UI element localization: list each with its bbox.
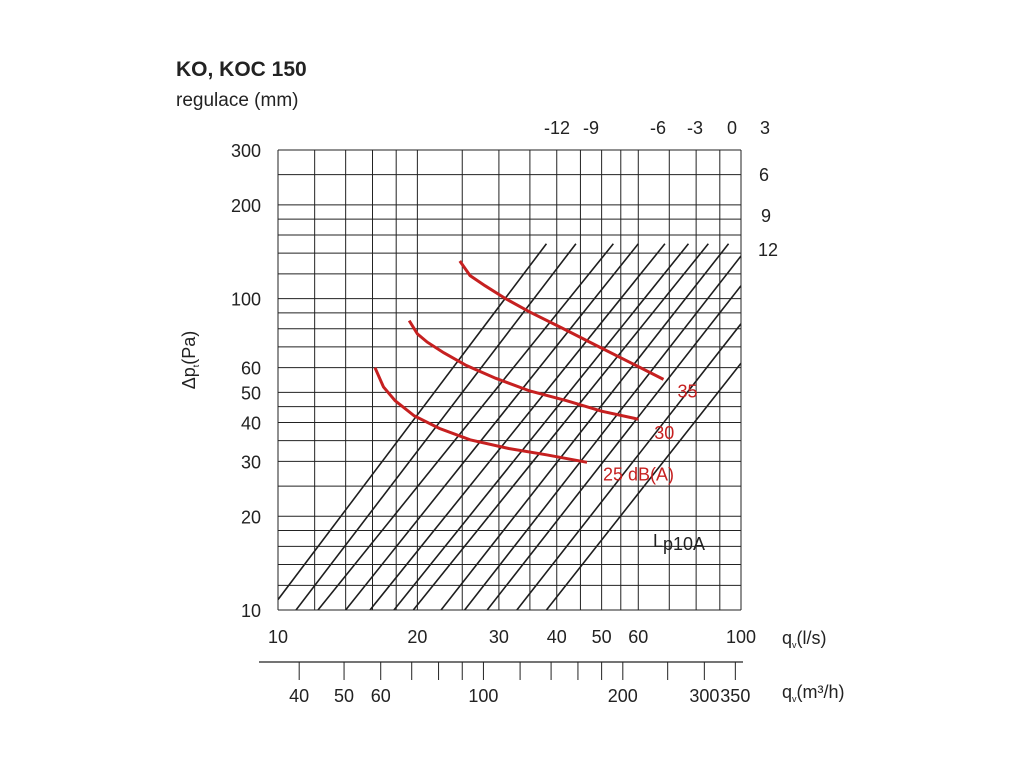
y-tick-label-20: 20 (241, 507, 261, 527)
x2-axis-label: qv(m³/h) (782, 682, 845, 704)
regulation-label-2: -6 (650, 118, 666, 138)
noise-curves (373, 260, 665, 464)
chart-title: KO, KOC 150 (176, 58, 307, 81)
regulation-line-5 (393, 243, 690, 610)
chart-subtitle: regulace (mm) (176, 90, 299, 111)
regulation-line-9 (486, 285, 741, 610)
x2-tick-label-60: 60 (371, 686, 391, 706)
grid (259, 149, 743, 680)
x-tick-label-20: 20 (407, 627, 427, 647)
x-tick-label-10: 10 (268, 627, 288, 647)
regulation-label-8: 12 (758, 240, 778, 260)
x2-tick-label-350: 350 (720, 686, 750, 706)
noise-curve-2 (458, 260, 665, 381)
regulation-label-7: 9 (761, 206, 771, 226)
regulation-line-8 (464, 255, 741, 610)
y-tick-label-200: 200 (231, 196, 261, 216)
lp10a-annotation: Lp10A (653, 531, 705, 554)
regulation-label-1: -9 (583, 118, 599, 138)
noise-curve-0 (373, 367, 588, 464)
x2-tick-label-300: 300 (689, 686, 719, 706)
curve-label-2: 35 (677, 381, 697, 401)
regulation-label-3: -3 (687, 118, 703, 138)
regulation-line-10 (516, 323, 741, 610)
x2-tick-label-200: 200 (608, 686, 638, 706)
y-tick-label-300: 300 (231, 141, 261, 161)
x2-tick-label-100: 100 (468, 686, 498, 706)
regulation-line-3 (345, 243, 639, 610)
regulation-label-6: 6 (759, 165, 769, 185)
regulation-line-6 (412, 243, 709, 610)
x-axis-label: qv(l/s) (782, 628, 827, 650)
y-axis-label: Δpt(Pa) (179, 331, 201, 390)
x2-tick-label-40: 40 (289, 686, 309, 706)
y-tick-label-100: 100 (231, 290, 261, 310)
regulation-label-0: -12 (544, 118, 570, 138)
y-tick-label-10: 10 (241, 601, 261, 621)
y-tick-label-30: 30 (241, 452, 261, 472)
regulation-line-0 (278, 243, 548, 601)
x2-tick-label-50: 50 (334, 686, 354, 706)
x-tick-label-30: 30 (489, 627, 509, 647)
x-tick-label-50: 50 (592, 627, 612, 647)
regulation-line-11 (545, 362, 741, 610)
x-tick-label-100: 100 (726, 627, 756, 647)
regulation-line-2 (317, 243, 614, 610)
x-tick-label-60: 60 (628, 627, 648, 647)
regulation-line-7 (440, 243, 730, 610)
regulation-label-5: 3 (760, 118, 770, 138)
regulation-label-4: 0 (727, 118, 737, 138)
noise-curve-1 (407, 319, 639, 421)
y-tick-label-50: 50 (241, 383, 261, 403)
y-tick-label-60: 60 (241, 359, 261, 379)
curve-label-0: 25 dB(A) (603, 464, 674, 484)
x-tick-label-40: 40 (547, 627, 567, 647)
y-tick-label-40: 40 (241, 414, 261, 434)
curve-label-1: 30 (654, 423, 674, 443)
regulation-line-4 (369, 243, 666, 610)
